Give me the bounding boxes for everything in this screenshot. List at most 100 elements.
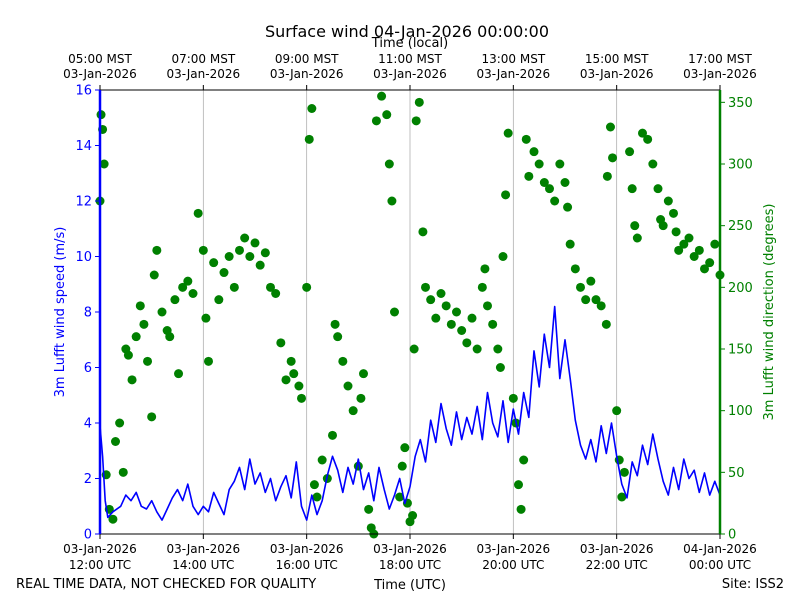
direction-point <box>421 282 430 292</box>
direction-point <box>452 307 461 317</box>
direction-point <box>174 369 184 379</box>
right-tick-label: 100 <box>728 404 753 419</box>
direction-point <box>302 282 312 292</box>
left-tick-label: 6 <box>84 361 92 376</box>
right-axis-label: 3m Lufft wind direction (degrees) <box>762 204 777 421</box>
direction-point <box>516 504 526 514</box>
left-tick-label: 10 <box>75 250 92 265</box>
bottom-tick-date: 03-Jan-2026 <box>167 542 241 556</box>
direction-point <box>519 455 529 465</box>
top-tick-time: 17:00 MST <box>688 52 752 66</box>
right-axis-ticks: 0 50 100 150 200 250 300 350 <box>720 96 753 543</box>
direction-point <box>521 134 531 144</box>
direction-series <box>95 91 725 539</box>
direction-point <box>250 238 260 248</box>
top-tick-time: 15:00 MST <box>585 52 649 66</box>
direction-point <box>371 116 381 126</box>
direction-point <box>467 313 477 323</box>
direction-point <box>586 276 596 286</box>
direction-point <box>684 233 694 243</box>
top-axis-label: Time (local) <box>371 36 448 51</box>
direction-point <box>147 412 157 422</box>
direction-point <box>364 504 374 514</box>
top-tick-date: 03-Jan-2026 <box>373 67 447 81</box>
direction-point <box>328 430 337 440</box>
right-tick-label: 300 <box>728 158 753 173</box>
direction-point <box>462 338 472 348</box>
bottom-tick-date: 03-Jan-2026 <box>580 542 654 556</box>
direction-point <box>390 307 399 317</box>
direction-point <box>170 295 180 305</box>
bottom-tick-time: 16:00 UTC <box>276 558 338 572</box>
bottom-tick-time: 14:00 UTC <box>172 558 234 572</box>
bottom-tick-date: 04-Jan-2026 <box>683 542 757 556</box>
left-tick-label: 12 <box>75 195 92 210</box>
direction-point <box>441 301 451 311</box>
top-tick-date: 03-Jan-2026 <box>477 67 551 81</box>
direction-point <box>431 313 441 323</box>
bottom-tick-time: 18:00 UTC <box>379 558 441 572</box>
direction-point <box>601 319 611 329</box>
left-axis-label: 3m Lufft wind speed (m/s) <box>53 227 68 398</box>
direction-point <box>356 393 366 403</box>
direction-point <box>115 418 125 428</box>
direction-point <box>204 356 213 366</box>
top-tick-date: 03-Jan-2026 <box>167 67 241 81</box>
direction-point <box>700 264 709 274</box>
direction-point <box>131 332 141 342</box>
direction-point <box>317 455 327 465</box>
direction-point <box>674 245 684 255</box>
direction-point <box>139 319 149 329</box>
direction-point <box>260 248 270 258</box>
direction-point <box>495 363 505 372</box>
direction-point <box>529 147 539 157</box>
direction-point <box>214 295 224 305</box>
direction-point <box>498 252 508 261</box>
right-tick-label: 250 <box>728 219 753 234</box>
site-label: Site: ISS2 <box>722 577 784 592</box>
direction-point <box>193 208 203 218</box>
left-tick-label: 0 <box>84 528 92 543</box>
direction-point <box>705 258 715 268</box>
direction-point <box>612 406 622 416</box>
left-tick-label: 4 <box>84 417 92 432</box>
direction-point <box>143 356 153 366</box>
direction-point <box>545 184 554 194</box>
direction-point <box>501 190 511 200</box>
direction-point <box>219 268 229 278</box>
direction-point <box>596 301 606 311</box>
direction-point <box>338 356 348 366</box>
direction-point <box>565 239 575 249</box>
direction-point <box>689 252 699 261</box>
quality-disclaimer: REAL TIME DATA, NOT CHECKED FOR QUALITY <box>16 577 316 592</box>
direction-point <box>648 159 658 169</box>
direction-point <box>493 344 503 354</box>
top-tick-date: 03-Jan-2026 <box>63 67 137 81</box>
top-tick-time: 11:00 MST <box>378 52 442 66</box>
bottom-tick-date: 03-Jan-2026 <box>270 542 344 556</box>
left-axis-ticks: 0 2 4 6 8 10 12 14 16 <box>75 84 100 543</box>
direction-point <box>409 344 419 354</box>
direction-point <box>477 282 487 292</box>
direction-point <box>426 295 436 305</box>
direction-point <box>581 295 591 305</box>
top-tick-date: 03-Jan-2026 <box>270 67 344 81</box>
bottom-tick-time: 20:00 UTC <box>482 558 544 572</box>
direction-point <box>457 326 467 335</box>
direction-point <box>472 344 482 354</box>
direction-point <box>608 153 618 163</box>
right-tick-label: 0 <box>728 528 736 543</box>
direction-point <box>576 282 585 292</box>
direction-point <box>229 282 239 292</box>
direction-point <box>679 239 689 249</box>
direction-point <box>235 245 244 255</box>
direction-point <box>653 184 663 194</box>
bottom-tick-time: 12:00 UTC <box>69 558 131 572</box>
direction-point <box>297 393 306 403</box>
top-tick-time: 07:00 MST <box>171 52 235 66</box>
direction-point <box>178 282 188 292</box>
direction-point <box>240 233 250 243</box>
direction-point <box>201 313 211 323</box>
direction-point <box>395 492 405 502</box>
bottom-tick-date: 03-Jan-2026 <box>63 542 137 556</box>
